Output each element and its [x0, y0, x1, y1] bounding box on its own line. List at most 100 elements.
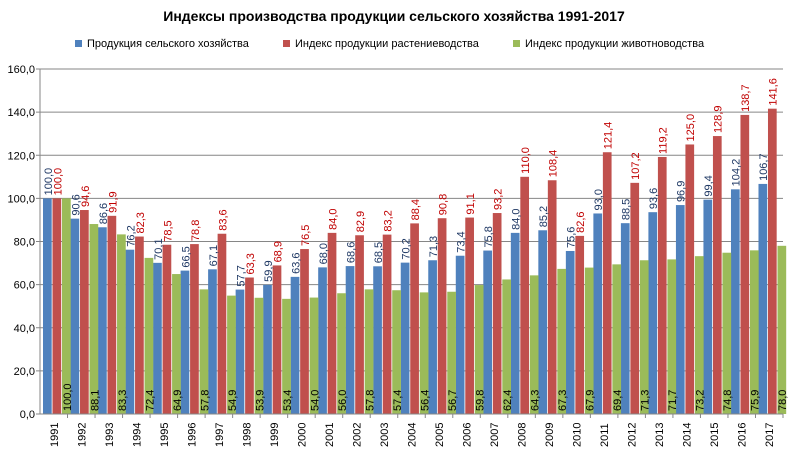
bar-3-1993 [117, 234, 126, 414]
x-tick-label: 2005 [434, 423, 446, 447]
bar-3-2007 [502, 279, 511, 414]
data-label: 90,8 [438, 194, 450, 215]
axes: 0,0 20,0 40,0 60,0 80,0 100,0 120,0 140,0 160,0 1… [7, 64, 784, 447]
bar-2-2009 [547, 180, 557, 414]
data-label: 78,0 [777, 390, 789, 411]
bar-2-2004 [410, 223, 419, 414]
data-label: 64,3 [530, 390, 542, 411]
data-label: 76,5 [300, 225, 312, 246]
chart-title: Индексы производства продукции сельского… [163, 8, 625, 24]
data-label: 64,9 [172, 390, 184, 411]
x-tick-label: 2001 [324, 423, 336, 447]
data-label: 75,6 [566, 227, 578, 248]
bar-2-2003 [382, 234, 392, 414]
x-tick-label: 2015 [709, 423, 721, 447]
data-label: 93,0 [593, 189, 605, 210]
data-label: 68,0 [318, 243, 330, 264]
data-label: 99,4 [703, 175, 715, 196]
data-label: 59,8 [475, 390, 487, 411]
bar-3-1994 [144, 257, 154, 414]
bar-2-2013 [657, 156, 667, 414]
y-tick-label: 40,0 [14, 323, 35, 335]
data-label: 56,4 [419, 390, 431, 411]
data-label: 63,6 [290, 252, 302, 273]
bar-1-2006 [455, 255, 465, 414]
data-label: 57,8 [199, 390, 211, 411]
data-label: 71,3 [428, 236, 440, 257]
bar-1-2011 [593, 213, 603, 414]
bar-2-1991 [52, 198, 62, 414]
bar-3-1996 [199, 289, 209, 414]
bar-2-2014 [685, 144, 695, 414]
bar-3-2015 [722, 252, 732, 414]
bar-3-1992 [89, 224, 99, 414]
data-label: 100,0 [62, 383, 74, 411]
x-tick-label: 1994 [131, 423, 143, 447]
bar-2-2015 [712, 136, 722, 414]
x-tick-label: 2000 [296, 423, 308, 447]
bar-1-1999 [263, 284, 272, 414]
legend-label: Индекс продукции растениеводства [295, 38, 480, 50]
x-tick-label: 2006 [462, 423, 474, 447]
data-label: 91,9 [107, 191, 119, 212]
data-label: 106,7 [758, 153, 770, 181]
data-label: 67,1 [208, 245, 220, 266]
data-label: 67,9 [585, 390, 597, 411]
data-label: 84,0 [511, 208, 523, 229]
bar-2-2000 [300, 249, 309, 414]
data-label: 86,6 [98, 203, 110, 224]
bar-3-2002 [364, 289, 374, 414]
data-label: 53,9 [254, 390, 266, 411]
y-tick-label: 60,0 [14, 280, 35, 292]
data-label: 54,9 [227, 390, 239, 411]
bar-2-2010 [575, 235, 585, 414]
bar-2-2011 [602, 152, 612, 414]
data-label: 104,2 [731, 159, 743, 187]
bar-1-2012 [620, 223, 630, 414]
bar-1-2013 [648, 212, 658, 414]
bar-3-2001 [337, 293, 346, 414]
x-tick-label: 2007 [489, 423, 501, 447]
bar-2-2017 [767, 108, 777, 415]
bar-2-1994 [135, 236, 144, 414]
bar-1-1994 [125, 249, 135, 414]
bar-3-2009 [557, 268, 567, 414]
data-label: 68,5 [373, 242, 385, 263]
bar-2-1995 [162, 244, 172, 414]
data-label: 121,4 [603, 122, 615, 150]
bar-3-2008 [529, 275, 539, 414]
data-label: 59,9 [263, 260, 275, 281]
y-tick-label: 20,0 [14, 366, 35, 378]
bar-2-1997 [217, 233, 227, 414]
data-label: 119,2 [658, 127, 670, 154]
data-label: 67,3 [557, 390, 569, 411]
bar-3-1995 [172, 274, 181, 414]
data-label: 56,7 [447, 390, 459, 411]
x-tick-label: 2013 [654, 423, 666, 447]
bar-1-1998 [235, 289, 245, 414]
data-label: 85,2 [538, 206, 550, 227]
y-tick-label: 120,0 [7, 150, 35, 162]
data-label: 78,5 [162, 220, 174, 241]
data-label: 69,4 [612, 390, 624, 411]
x-tick-label: 2016 [737, 423, 749, 447]
data-label: 83,3 [117, 390, 129, 411]
data-label: 107,2 [630, 152, 642, 180]
data-label: 138,7 [740, 84, 752, 112]
data-label: 82,3 [135, 212, 147, 233]
legend-label: Индекс продукции животноводства [525, 38, 705, 50]
data-label: 57,8 [364, 390, 376, 411]
data-label: 72,4 [144, 390, 156, 411]
bar-3-2014 [694, 256, 704, 414]
x-tick-label: 1995 [159, 423, 171, 447]
data-label: 88,5 [621, 199, 633, 220]
x-tick-label: 2008 [517, 423, 529, 447]
bar-1-2004 [400, 262, 410, 414]
legend-swatch [283, 40, 290, 47]
data-label: 63,3 [245, 253, 257, 274]
legend-swatch [75, 40, 82, 47]
bar-1-2007 [483, 250, 492, 414]
bar-1-2010 [565, 250, 575, 414]
bar-2-1993 [107, 215, 117, 414]
legend: Продукция сельского хозяйства Индекс прод… [75, 38, 705, 50]
